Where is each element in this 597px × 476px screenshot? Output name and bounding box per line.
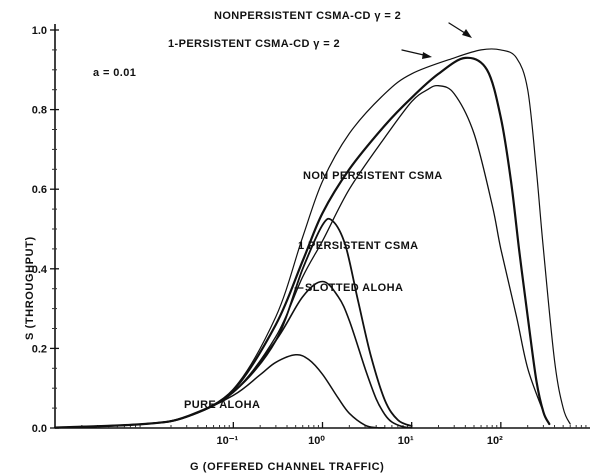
x-tick-label: 10² — [487, 435, 503, 447]
pointer-arrowhead-nonpersistent-csma-cd — [462, 29, 472, 38]
y-tick-label: 0.4 — [32, 264, 48, 276]
annotation-a: a = 0.01 — [93, 67, 136, 79]
y-tick-label: 0.8 — [32, 105, 47, 117]
label-1-persistent-csma: 1 PERSISTENT CSMA — [298, 240, 419, 252]
label-nonpersistent-csma-cd: NONPERSISTENT CSMA-CD γ = 2 — [214, 10, 401, 22]
x-tick-label: 10⁻¹ — [216, 435, 238, 447]
series-curves — [53, 48, 571, 429]
y-tick-label: 0.2 — [32, 343, 47, 355]
label-non-persistent-csma: NON PERSISTENT CSMA — [303, 170, 443, 182]
label-1-persistent-csma-cd: 1-PERSISTENT CSMA-CD γ = 2 — [168, 38, 340, 50]
pointer-arrowhead-1-persistent-csma-cd — [422, 52, 432, 59]
y-tick-label: 0.6 — [32, 184, 47, 196]
x-tick-label: 10⁰ — [308, 435, 325, 447]
x-axis-label: G (OFFERED CHANNEL TRAFFIC) — [190, 461, 384, 473]
label-pointers — [294, 22, 472, 289]
label-slotted-aloha: SLOTTED ALOHA — [305, 282, 403, 294]
series-line-pure-aloha — [54, 353, 386, 429]
curve-labels: NONPERSISTENT CSMA-CD γ = 2 1-PERSISTENT… — [24, 10, 443, 473]
y-axis-label: S (THROUGHPUT) — [24, 236, 36, 340]
series-line-non-persistent-csma — [54, 84, 545, 429]
y-tick-label: 0.0 — [32, 423, 47, 435]
axes: 0.0 0.2 0.4 0.6 0.8 1.0 10⁻¹ 10⁰ 10¹ 10² — [32, 24, 590, 447]
series-line-1-persistent-csma-cd-2 — [53, 56, 551, 429]
y-tick-label: 1.0 — [32, 25, 47, 37]
label-pure-aloha: PURE ALOHA — [184, 399, 260, 411]
x-tick-label: 10¹ — [398, 435, 414, 447]
